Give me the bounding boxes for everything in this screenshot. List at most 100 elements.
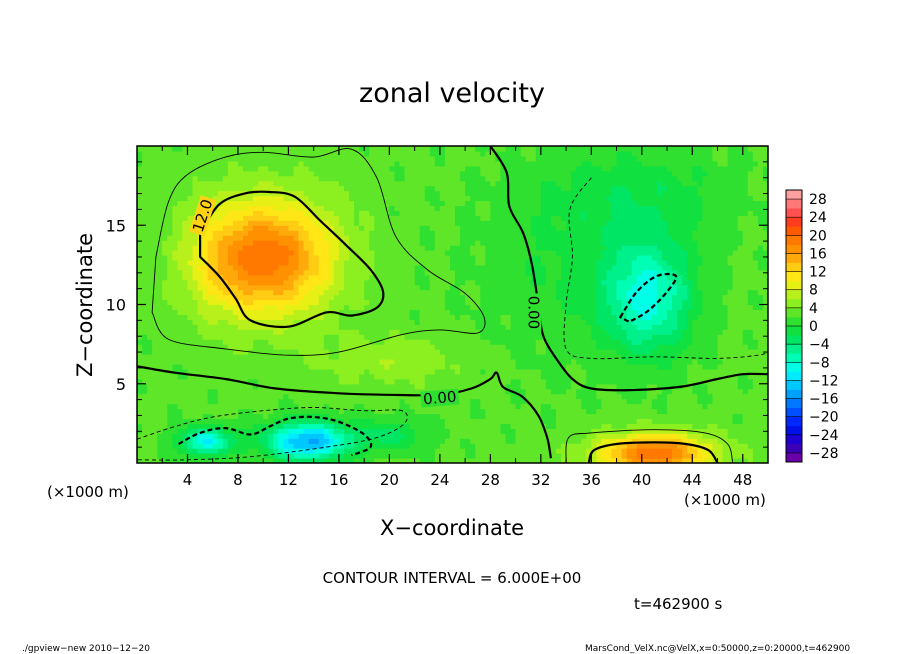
field-cell <box>298 398 305 405</box>
field-cell <box>444 175 451 182</box>
field-cell <box>354 358 360 365</box>
field-cell <box>349 458 355 463</box>
field-cell <box>359 299 365 306</box>
field-cell <box>182 349 189 355</box>
field-cell <box>172 438 178 444</box>
field-cell <box>515 349 522 355</box>
field-cell <box>495 329 502 335</box>
field-cell <box>409 349 416 355</box>
field-cell <box>424 304 431 311</box>
field-cell <box>308 453 315 459</box>
field-cell <box>243 210 249 216</box>
field-cell <box>293 408 300 415</box>
field-cell <box>243 304 249 311</box>
field-cell <box>217 205 224 211</box>
field-cell <box>465 299 471 306</box>
field-cell <box>303 254 310 261</box>
field-cell <box>384 299 390 306</box>
field-cell <box>384 453 390 459</box>
field-cell <box>192 319 199 325</box>
field-cell <box>313 170 320 177</box>
field-cell <box>399 433 406 439</box>
field-cell <box>253 314 259 320</box>
field-cell <box>439 160 446 167</box>
field-cell <box>303 413 310 420</box>
field-cell <box>237 453 244 459</box>
field-cell <box>142 378 148 385</box>
field-cell <box>384 329 390 335</box>
field-cell <box>162 240 168 246</box>
field-cell <box>237 388 244 395</box>
field-cell <box>172 250 178 256</box>
field-cell <box>460 378 466 385</box>
field-cell <box>434 413 441 420</box>
field-cell <box>278 388 284 395</box>
field-cell <box>253 398 259 405</box>
field-cell <box>465 423 471 429</box>
field-cell <box>202 190 209 197</box>
field-cell <box>455 403 461 410</box>
field-cell <box>419 230 426 236</box>
field-cell <box>268 259 274 266</box>
field-cell <box>349 349 355 355</box>
field-cell <box>384 274 390 281</box>
field-cell <box>429 334 436 340</box>
field-cell <box>404 210 411 216</box>
field-cell <box>379 279 385 286</box>
field-cell <box>364 279 370 286</box>
field-cell <box>313 210 320 216</box>
field-cell <box>500 319 507 325</box>
field-cell <box>510 393 517 400</box>
field-cell <box>172 170 178 177</box>
field-cell <box>500 344 507 350</box>
field-cell <box>248 146 254 152</box>
field-cell <box>298 354 305 360</box>
field-cell <box>288 423 295 429</box>
field-cell <box>258 388 264 395</box>
field-cell <box>449 195 456 202</box>
field-cell <box>354 354 360 360</box>
field-cell <box>157 408 163 415</box>
field-cell <box>460 453 466 459</box>
field-cell <box>349 175 355 182</box>
field-cell <box>374 205 380 211</box>
field-cell <box>273 220 279 226</box>
field-cell <box>343 160 350 167</box>
field-cell <box>404 269 411 276</box>
field-cell <box>349 294 355 301</box>
field-cell <box>328 205 335 211</box>
field-cell <box>505 215 512 221</box>
field-cell <box>187 289 194 296</box>
field-cell <box>399 299 406 306</box>
field-cell <box>414 438 421 444</box>
field-cell <box>182 458 189 463</box>
field-cell <box>354 165 360 172</box>
field-cell <box>449 245 456 251</box>
field-cell <box>404 443 411 449</box>
field-cell <box>217 373 224 380</box>
field-cell <box>439 220 446 226</box>
field-cell <box>268 319 274 325</box>
field-cell <box>222 438 229 444</box>
field-cell <box>293 225 300 231</box>
field-cell <box>192 175 199 182</box>
field-cell <box>505 225 512 231</box>
field-cell <box>212 349 219 355</box>
field-cell <box>298 235 305 241</box>
field-cell <box>394 378 401 385</box>
field-cell <box>394 403 401 410</box>
field-cell <box>328 150 335 157</box>
field-cell <box>520 423 527 429</box>
field-cell <box>505 259 512 266</box>
field-cell <box>328 339 335 345</box>
field-cell <box>308 175 315 182</box>
field-cell <box>328 269 335 276</box>
field-cell <box>318 160 325 167</box>
field-cell <box>505 383 512 390</box>
field-cell <box>197 294 204 301</box>
field-cell <box>293 284 300 291</box>
field-cell <box>470 210 476 216</box>
field-cell <box>293 220 300 226</box>
field-cell <box>293 314 300 320</box>
field-cell <box>470 195 476 202</box>
